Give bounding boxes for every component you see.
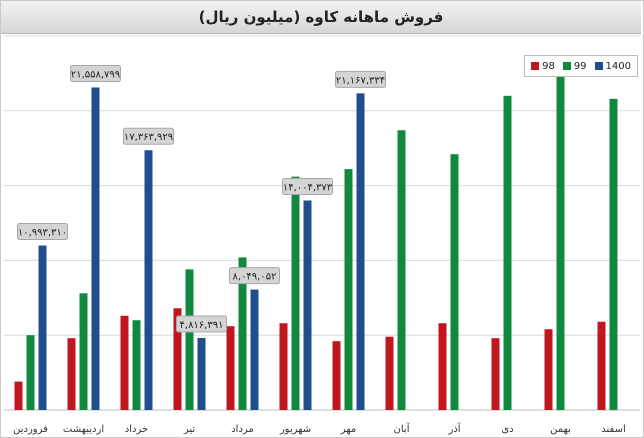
- x-tick-label: آذر: [447, 422, 461, 435]
- bar-99-0: [26, 335, 35, 410]
- legend-swatch-98: [531, 62, 540, 70]
- bar-1400-2: [144, 150, 153, 410]
- bar-98-3: [173, 308, 182, 410]
- data-label: ۲۱,۱۶۷,۳۳۴: [336, 75, 385, 86]
- bar-99-10: [556, 62, 565, 410]
- data-label: ۱۰,۹۹۳,۳۱۰: [18, 228, 67, 239]
- bar-99-1: [79, 293, 88, 410]
- data-label: ۸,۰۴۹,۰۵۲: [233, 272, 277, 283]
- bar-98-11: [597, 321, 606, 410]
- x-tick-label: آبان: [394, 422, 411, 435]
- bar-1400-5: [303, 200, 312, 410]
- x-tick-label: خرداد: [125, 424, 148, 435]
- data-label-box: [335, 70, 386, 88]
- x-tick-label: مهر: [340, 424, 356, 435]
- data-label-box: [123, 127, 174, 145]
- bar-98-9: [491, 338, 500, 410]
- bar-99-11: [609, 98, 618, 410]
- bar-99-7: [397, 130, 406, 411]
- x-tick-label: دی: [501, 424, 513, 435]
- legend-item-98: 98: [531, 61, 555, 72]
- bar-1400-0: [38, 245, 47, 410]
- data-label-box: [229, 267, 280, 285]
- bar-99-9: [503, 95, 512, 410]
- bar-98-0: [14, 381, 23, 410]
- bar-98-2: [120, 315, 129, 410]
- bar-99-3: [185, 269, 194, 410]
- legend-label-99: 99: [573, 60, 587, 72]
- bar-99-8: [450, 154, 459, 410]
- data-label: ۴,۸۱۶,۳۹۱: [180, 320, 224, 331]
- bar-99-6: [344, 169, 353, 410]
- chart-title: فروش ماهانه کاوه (میلیون ریال): [1, 1, 641, 34]
- x-tick-label: شهریور: [279, 424, 311, 435]
- bar-99-4: [238, 257, 247, 410]
- bar-98-7: [385, 336, 394, 410]
- bar-1400-3: [197, 337, 206, 410]
- data-label: ۲۱,۵۵۸,۷۹۹: [71, 69, 120, 80]
- x-tick-label: اسفند: [601, 424, 625, 435]
- bar-98-5: [279, 323, 288, 410]
- bar-98-8: [438, 323, 447, 410]
- bar-1400-1: [91, 87, 100, 410]
- legend-swatch-99: [562, 62, 571, 70]
- legend-item-1400: 1400: [594, 60, 631, 72]
- bar-99-2: [132, 320, 141, 410]
- x-tick-label: مرداد: [231, 424, 254, 435]
- bar-98-1: [67, 338, 76, 410]
- legend-item-99: 99: [562, 60, 587, 72]
- chart-legend: 98 99 1400: [524, 55, 638, 77]
- x-tick-label: بهمن: [550, 424, 571, 435]
- bar-98-6: [332, 341, 341, 410]
- data-label-box: [176, 315, 227, 333]
- x-tick-label: اردیبهشت: [63, 424, 104, 435]
- bar-1400-6: [356, 93, 365, 411]
- legend-swatch-1400: [594, 62, 603, 70]
- data-label: ۱۴,۰۰۴,۳۷۳: [283, 182, 333, 193]
- data-label-box: [17, 223, 68, 241]
- legend-label-1400: 1400: [605, 60, 631, 72]
- bar-99-5: [291, 176, 300, 410]
- data-label: ۱۷,۳۶۳,۹۲۹: [124, 132, 173, 143]
- bar-1400-4: [250, 289, 259, 410]
- legend-label-98: 98: [542, 60, 555, 72]
- data-label-box: [70, 64, 121, 82]
- bar-98-4: [226, 326, 235, 410]
- data-label-box: [282, 177, 333, 195]
- x-tick-label: تیر: [183, 424, 196, 435]
- x-tick-label: فروردین: [13, 424, 48, 435]
- bar-98-10: [544, 329, 553, 410]
